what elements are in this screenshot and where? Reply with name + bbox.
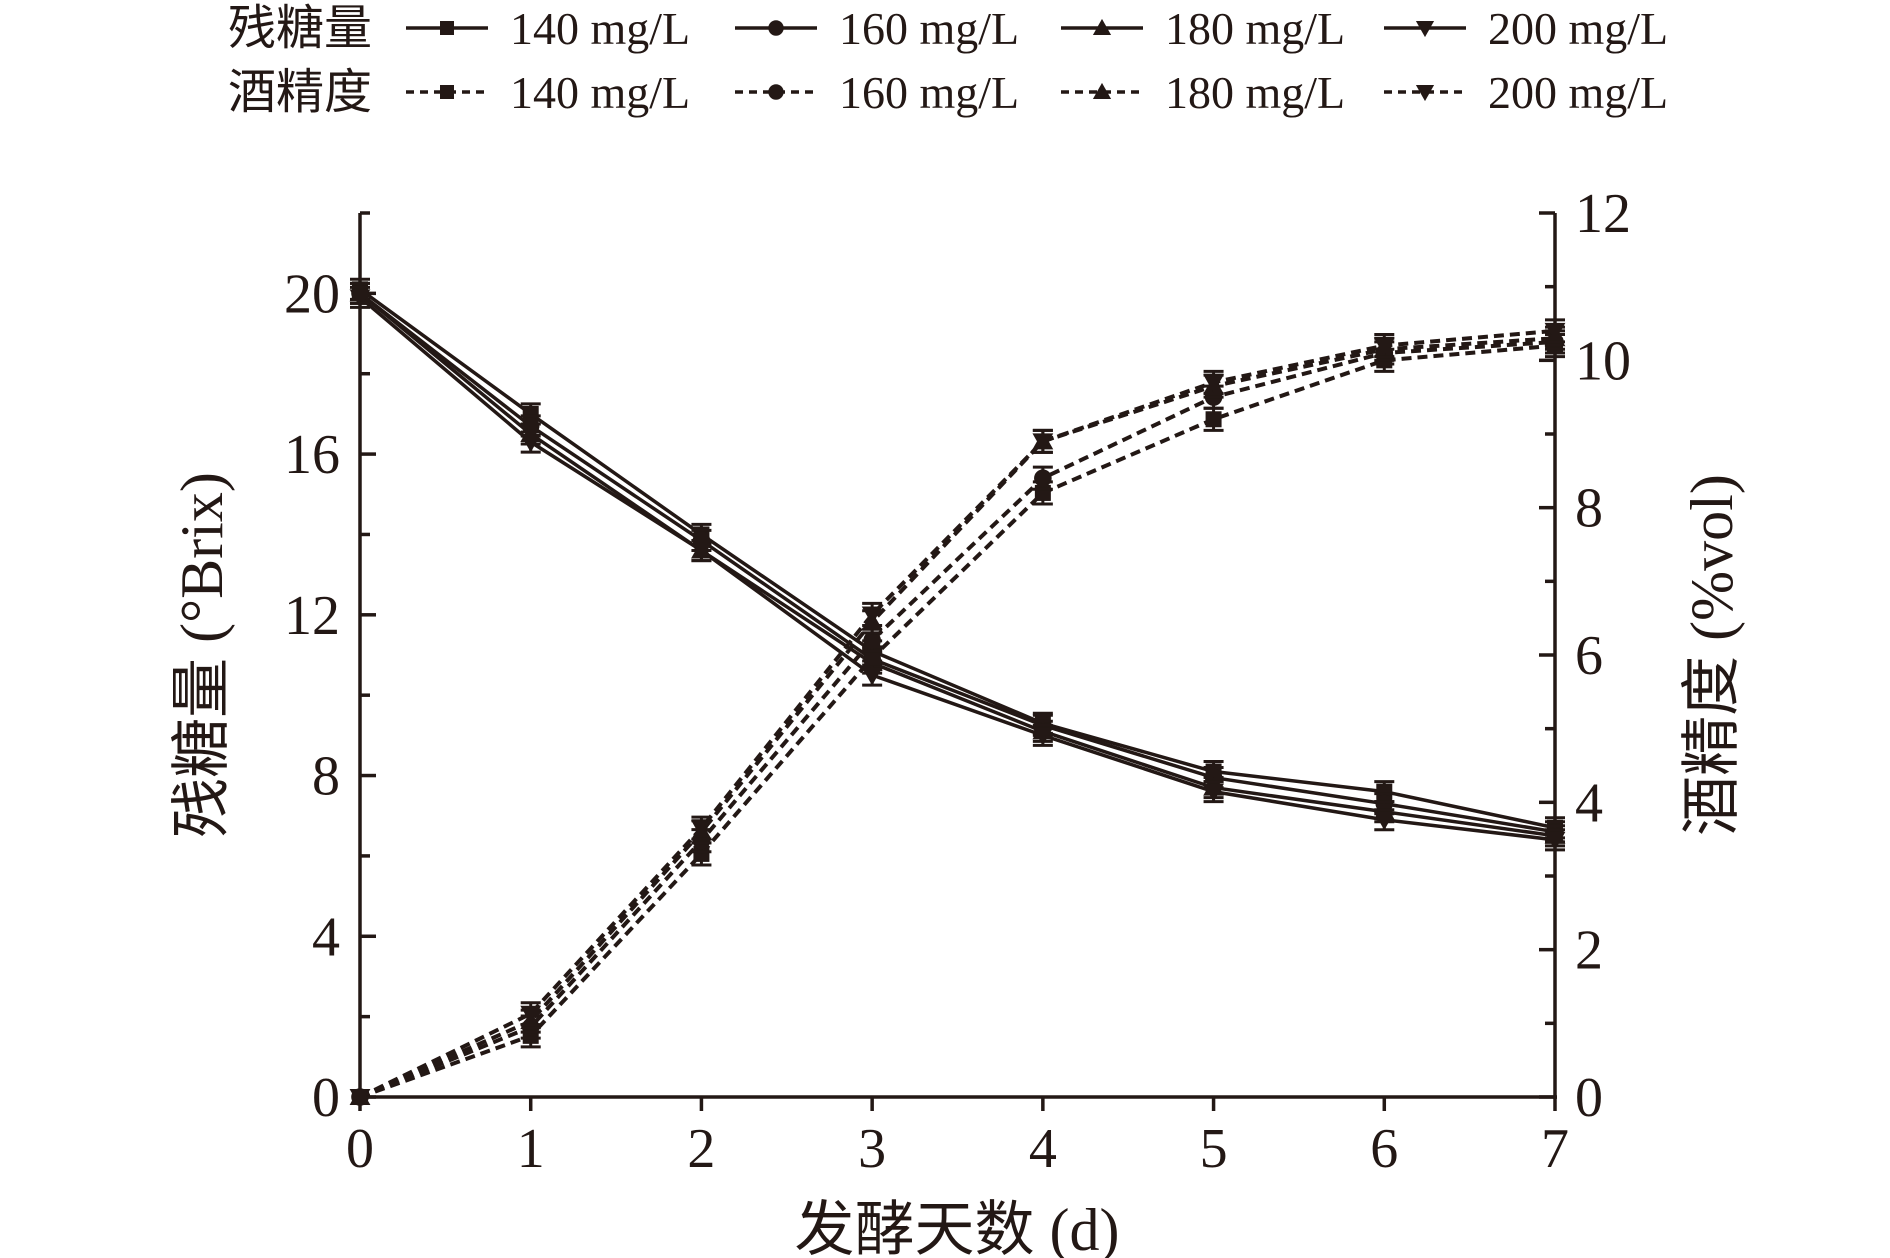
series-line — [358, 287, 1556, 830]
x-axis-title: 发酵天数 (d) — [795, 1197, 1120, 1258]
data-point — [691, 542, 712, 561]
data-point — [1544, 831, 1566, 851]
legend-marker-circle — [768, 84, 784, 100]
legend-entry-alcohol-1: 160 mg/L — [735, 67, 1019, 118]
y-left-tick-label: 4 — [312, 906, 340, 968]
x-tick-label: 1 — [517, 1118, 545, 1180]
data-point — [861, 667, 883, 686]
y-right-tick-label: 6 — [1575, 625, 1603, 687]
series-line — [359, 339, 1556, 1099]
legend-entry-label: 160 mg/L — [839, 67, 1019, 118]
legend-entry-sugar-2: 180 mg/L — [1061, 3, 1345, 54]
legend-marker-triangle-down — [1415, 85, 1435, 102]
y-right-tick-label: 10 — [1575, 330, 1631, 392]
y-right-tick-label: 4 — [1575, 772, 1603, 834]
legend-group-label-sugar: 残糖量 — [228, 2, 372, 55]
legend-entry-label: 200 mg/L — [1488, 3, 1668, 54]
series-sugar-3 — [349, 285, 1566, 852]
x-tick-label: 3 — [858, 1118, 886, 1180]
legend-entry-sugar-1: 160 mg/L — [735, 3, 1019, 54]
legend-entry-sugar-0: 140 mg/L — [406, 3, 690, 54]
series-line — [359, 343, 1556, 1099]
data-point — [349, 289, 371, 308]
y-left-tick-label: 12 — [284, 585, 340, 647]
data-point — [522, 405, 539, 422]
legend-entry-label: 200 mg/L — [1488, 67, 1668, 118]
legend-marker-square — [440, 85, 454, 99]
data-point — [1373, 337, 1395, 356]
data-point — [1032, 727, 1054, 746]
data-point — [863, 631, 881, 650]
legend-marker-triangle-up — [1092, 82, 1112, 99]
y-right-tick-label: 8 — [1575, 478, 1603, 540]
y-axis-right-title: 酒精度 (%vol) — [1679, 474, 1745, 836]
x-tick-label: 2 — [687, 1118, 715, 1180]
data-point — [520, 434, 542, 453]
x-tick-label: 7 — [1541, 1118, 1569, 1180]
y-left-tick-label: 20 — [284, 263, 340, 325]
legend-group-label-alcohol: 酒精度 — [228, 66, 372, 119]
legend-entry-label: 160 mg/L — [839, 3, 1019, 54]
data-point — [1203, 783, 1224, 803]
legend-entry-alcohol-3: 200 mg/L — [1384, 67, 1668, 118]
legend-entry-sugar-3: 200 mg/L — [1384, 3, 1668, 54]
legend-marker-triangle-up — [1092, 18, 1112, 35]
x-tick-label: 0 — [346, 1118, 374, 1180]
legend-marker-square — [440, 21, 454, 35]
legend-entry-alcohol-0: 140 mg/L — [406, 67, 690, 118]
x-tick-label: 5 — [1200, 1118, 1228, 1180]
series-line — [358, 296, 1556, 842]
x-tick-label: 6 — [1370, 1118, 1398, 1180]
series-alcohol-3 — [349, 318, 1566, 1108]
legend-marker-triangle-down — [1415, 21, 1435, 38]
legend-entry-label: 140 mg/L — [510, 3, 690, 54]
data-point — [1376, 783, 1393, 800]
data-point — [349, 1089, 371, 1108]
series-line — [359, 328, 1556, 1099]
legend-entry-label: 140 mg/L — [510, 67, 690, 118]
legend: 残糖量 酒精度 140 mg/L 160 mg/L 180 mg/L 200 mg/L… — [228, 2, 1668, 119]
data-point — [1373, 811, 1395, 831]
data-point — [1544, 322, 1566, 342]
y-left-tick-label: 0 — [312, 1067, 340, 1129]
y-axis-left-title: 残糖量 (°Brix) — [169, 472, 235, 838]
data-point — [1032, 433, 1054, 452]
y-right-tick-label: 2 — [1575, 920, 1603, 982]
data-point — [864, 649, 881, 666]
data-point — [520, 1005, 542, 1025]
y-right-tick-label: 12 — [1575, 183, 1631, 245]
y-right-tick-label: 0 — [1575, 1067, 1603, 1129]
series-layer — [349, 277, 1566, 1108]
data-point — [1205, 411, 1222, 428]
data-point — [1034, 469, 1052, 488]
series-line — [358, 292, 1556, 838]
x-tick-label: 4 — [1029, 1118, 1057, 1180]
legend-entry-label: 180 mg/L — [1165, 67, 1345, 118]
data-point — [861, 606, 883, 625]
series-alcohol-0 — [352, 333, 1565, 1105]
data-point — [693, 845, 710, 862]
legend-entry-label: 180 mg/L — [1165, 3, 1345, 54]
data-point — [691, 820, 712, 839]
series-line — [358, 291, 1556, 834]
y-left-tick-label: 8 — [312, 746, 340, 808]
legend-marker-circle — [768, 20, 784, 36]
data-point — [1203, 374, 1224, 393]
series-line — [359, 336, 1556, 1099]
legend-entry-alcohol-2: 180 mg/L — [1061, 67, 1345, 118]
y-left-tick-label: 16 — [284, 424, 340, 486]
